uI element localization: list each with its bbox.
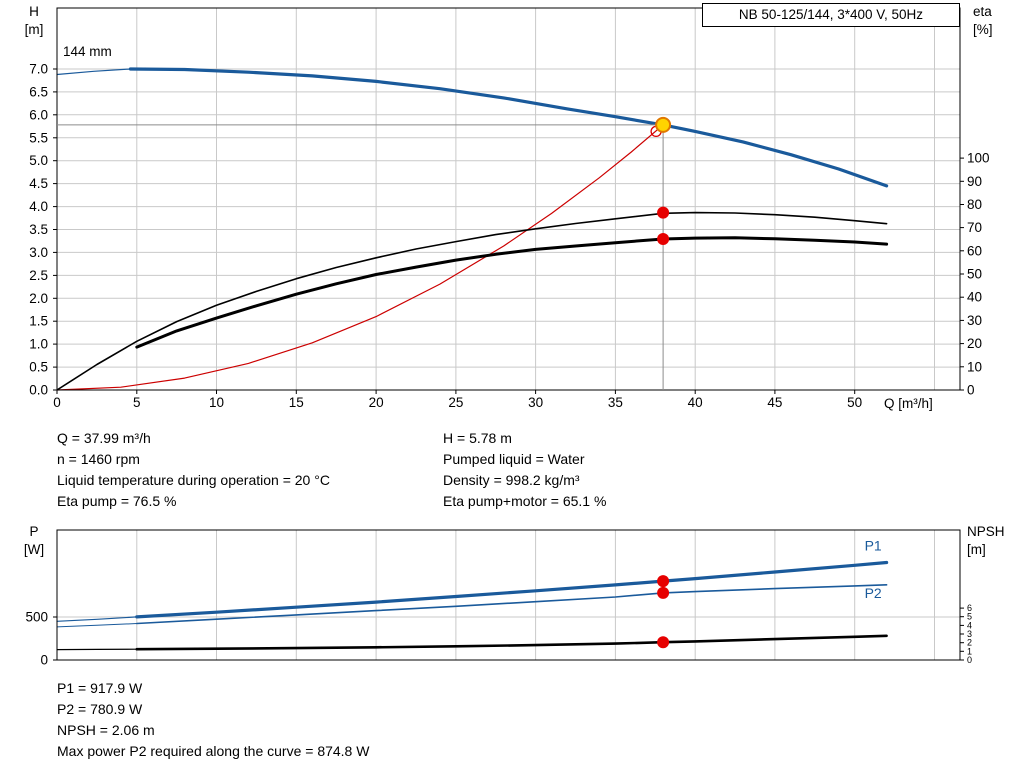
npsh-axis-unit: [m] [967, 542, 986, 557]
p-axis-unit: [W] [23, 542, 45, 557]
right-tick-label: 0 [967, 655, 972, 665]
pumped-liquid-value: Pumped liquid = Water [443, 451, 585, 467]
x-tick-label: 10 [209, 395, 224, 410]
x-tick-label: 30 [528, 395, 543, 410]
head-value: H = 5.78 m [443, 430, 512, 446]
left-tick-label: 4.0 [29, 199, 48, 214]
marker-duty-point[interactable] [655, 116, 672, 133]
series-pump-curve [128, 67, 889, 188]
left-tick-label: 5.5 [29, 130, 48, 145]
left-tick-label: 7.0 [29, 62, 48, 77]
npsh-axis-header: NPSH [m] [967, 523, 1005, 559]
density-value: Density = 998.2 kg/m³ [443, 472, 580, 488]
marker-p2-dot [657, 586, 670, 599]
marker-eta-pump-motor-dot [657, 233, 670, 245]
pump-title-box: NB 50-125/144, 3*400 V, 50Hz [702, 3, 960, 27]
left-tick-label: 3.5 [29, 222, 48, 237]
left-tick-label: 3.0 [29, 245, 48, 260]
left-tick-label: 500 [25, 610, 48, 625]
h-axis-unit: [m] [24, 22, 44, 37]
right-tick-label: 90 [967, 174, 982, 189]
x-tick-label: 20 [369, 395, 384, 410]
operating-data-left: Q = 37.99 m³/h n = 1460 rpm Liquid tempe… [57, 428, 330, 512]
npsh-axis-symbol: NPSH [967, 524, 1005, 539]
marker-eta-pump-dot [657, 206, 670, 219]
x-tick-label: 40 [688, 395, 703, 410]
impeller-diameter-label: 144 mm [63, 44, 112, 59]
left-tick-label: 0.0 [29, 383, 48, 398]
series-npsh-curve [135, 634, 888, 651]
right-tick-label: 50 [967, 267, 982, 282]
right-tick-label: 30 [967, 313, 982, 328]
x-tick-label: 5 [133, 395, 141, 410]
left-tick-label: 2.5 [29, 268, 48, 283]
right-tick-label: 20 [967, 336, 982, 351]
series-p2-curve-lead [56, 623, 138, 628]
marker-p1-dot [657, 575, 670, 588]
series-eta-pump-motor-curve [135, 236, 889, 349]
left-tick-label: 2.0 [29, 291, 48, 306]
series-label-P2: P2 [865, 585, 882, 601]
p-axis-header: P [W] [16, 523, 52, 559]
h-axis-symbol: H [29, 4, 39, 19]
q-axis-label: Q [m³/h] [884, 396, 933, 411]
liquid-temperature-value: Liquid temperature during operation = 20… [57, 472, 330, 488]
series-eta-pump-curve [56, 211, 888, 391]
marker-npsh-dot [657, 636, 670, 649]
right-tick-label: 3 [967, 629, 972, 639]
right-tick-label: 80 [967, 197, 982, 212]
right-tick-label: 2 [967, 638, 972, 648]
npsh-value: NPSH = 2.06 m [57, 722, 155, 738]
left-tick-label: 6.5 [29, 84, 48, 99]
flow-value: Q = 37.99 m³/h [57, 430, 151, 446]
right-tick-label: 4 [967, 620, 972, 630]
left-tick-label: 4.5 [29, 176, 48, 191]
h-axis-header: H [m] [16, 3, 52, 39]
x-tick-label: 45 [767, 395, 782, 410]
right-tick-label: 70 [967, 220, 982, 235]
left-tick-label: 6.0 [29, 107, 48, 122]
eta-pump-value: Eta pump = 76.5 % [57, 493, 177, 509]
left-tick-label: 1.0 [29, 337, 48, 352]
right-tick-label: 100 [967, 151, 990, 166]
x-tick-label: 25 [448, 395, 463, 410]
p2-value: P2 = 780.9 W [57, 701, 143, 717]
x-tick-label: 15 [289, 395, 304, 410]
series-p2-curve [136, 583, 888, 625]
plot-border [56, 529, 961, 661]
series-system-curve [56, 124, 664, 391]
series-label-P1: P1 [865, 538, 882, 554]
p-axis-symbol: P [29, 524, 39, 539]
power-data-block: P1 = 917.9 W P2 = 780.9 W NPSH = 2.06 m … [57, 678, 369, 762]
left-tick-label: 0 [40, 653, 48, 668]
operating-data-right: H = 5.78 m Pumped liquid = Water Density… [443, 428, 606, 512]
eta-axis-symbol: eta [973, 4, 992, 19]
right-tick-label: 10 [967, 359, 982, 374]
series-p1-curve-lead [56, 616, 138, 622]
eta-axis-unit: [%] [973, 22, 993, 37]
max-power-value: Max power P2 required along the curve = … [57, 743, 370, 759]
left-tick-label: 5.0 [29, 153, 48, 168]
left-tick-label: 0.5 [29, 360, 48, 375]
x-tick-label: 0 [53, 395, 61, 410]
speed-value: n = 1460 rpm [57, 451, 140, 467]
right-tick-label: 6 [967, 603, 972, 613]
series-p1-curve [135, 560, 889, 619]
x-tick-label: 35 [608, 395, 623, 410]
right-tick-label: 60 [967, 243, 982, 258]
left-tick-label: 1.5 [29, 314, 48, 329]
x-tick-label: 50 [847, 395, 862, 410]
right-tick-label: 1 [967, 646, 972, 656]
eta-pump-motor-value: Eta pump+motor = 65.1 % [443, 493, 607, 509]
series-pump-curve-lead [56, 68, 131, 76]
right-tick-label: 40 [967, 290, 982, 305]
right-tick-label: 5 [967, 612, 972, 622]
plot-border [56, 7, 961, 391]
eta-axis-header: eta [%] [973, 3, 993, 39]
right-tick-label: 0 [967, 383, 975, 398]
p1-value: P1 = 917.9 W [57, 680, 143, 696]
